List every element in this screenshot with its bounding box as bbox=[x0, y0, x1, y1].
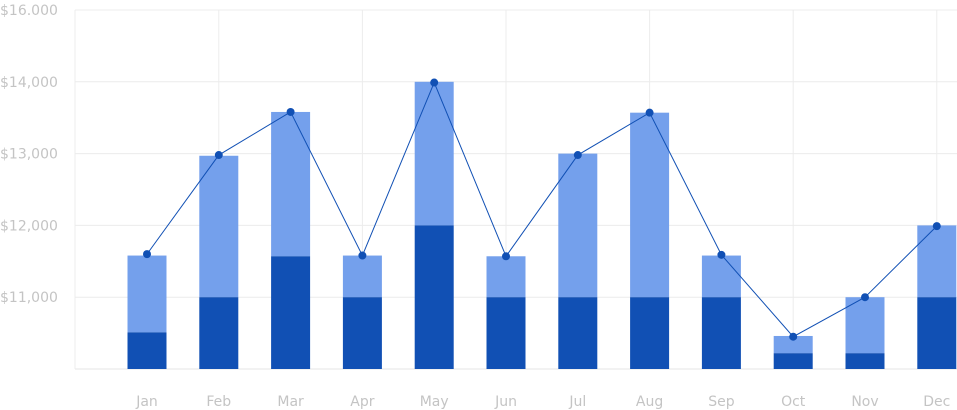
bar-upper-mar bbox=[271, 111, 311, 257]
x-tick-label: Sep bbox=[708, 394, 735, 410]
line-series bbox=[143, 78, 941, 341]
line-point-aug bbox=[645, 108, 654, 117]
bar-upper-jun bbox=[486, 256, 526, 298]
line-point-oct bbox=[789, 332, 798, 341]
bar-upper-oct bbox=[773, 335, 813, 354]
line-point-nov bbox=[861, 293, 869, 302]
line-point-jun bbox=[502, 252, 510, 261]
bar-lower-feb bbox=[199, 297, 239, 369]
y-tick-label: $14,000 bbox=[0, 75, 58, 91]
bar-lower-mar bbox=[271, 256, 311, 369]
bar-upper-apr bbox=[342, 255, 382, 298]
bars bbox=[127, 81, 957, 369]
bar-upper-jan bbox=[127, 255, 167, 333]
bar-lower-oct bbox=[773, 353, 813, 369]
x-tick-label: Jan bbox=[135, 394, 158, 410]
y-tick-label: $12,000 bbox=[0, 218, 58, 234]
bar-lower-sep bbox=[701, 297, 741, 369]
bar-lower-jan bbox=[127, 332, 167, 369]
x-tick-label: Jun bbox=[494, 394, 517, 410]
line-point-sep bbox=[717, 250, 726, 259]
line-point-may bbox=[430, 78, 439, 87]
bar-upper-aug bbox=[630, 112, 670, 298]
bar-upper-dec bbox=[917, 225, 957, 298]
line-point-feb bbox=[214, 151, 223, 160]
bar-lower-dec bbox=[917, 297, 957, 369]
bar-lower-apr bbox=[342, 297, 382, 369]
x-tick-label: Aug bbox=[636, 394, 663, 410]
y-tick-label: $16.000 bbox=[0, 3, 58, 19]
x-tick-label: May bbox=[420, 394, 449, 410]
y-tick-label: $11,000 bbox=[0, 290, 58, 306]
line-point-dec bbox=[932, 222, 941, 231]
bar-lower-may bbox=[414, 225, 454, 369]
bar-upper-jul bbox=[558, 153, 598, 298]
y-tick-label: $13,000 bbox=[0, 147, 58, 163]
bar-upper-nov bbox=[845, 297, 885, 354]
x-tick-label: Oct bbox=[781, 394, 806, 410]
bar-lower-jun bbox=[486, 297, 526, 369]
bar-upper-feb bbox=[199, 155, 239, 298]
y-axis-ticks: $16.000 $14,000 $13,000 $12,000 $11,000 bbox=[0, 3, 58, 306]
line-path bbox=[146, 81, 938, 338]
x-tick-label: Nov bbox=[851, 394, 878, 410]
bar-lower-nov bbox=[845, 353, 885, 369]
x-tick-label: Jul bbox=[568, 394, 586, 410]
line-point-jan bbox=[143, 250, 151, 259]
x-tick-label: Dec bbox=[923, 394, 950, 410]
x-tick-label: Feb bbox=[206, 394, 231, 410]
bar-upper-may bbox=[414, 81, 454, 226]
bar-lower-jul bbox=[558, 297, 598, 369]
bar-lower-aug bbox=[630, 297, 670, 369]
line-point-jul bbox=[573, 151, 582, 160]
line-point-apr bbox=[358, 251, 367, 260]
bar-upper-sep bbox=[701, 255, 741, 298]
x-tick-label: Apr bbox=[350, 394, 374, 410]
x-axis-ticks: Jan Feb Mar Apr May Jun Jul Aug Sep Oct Nov Dec bbox=[135, 394, 950, 410]
line-point-mar bbox=[286, 107, 295, 116]
x-tick-label: Mar bbox=[277, 394, 304, 410]
